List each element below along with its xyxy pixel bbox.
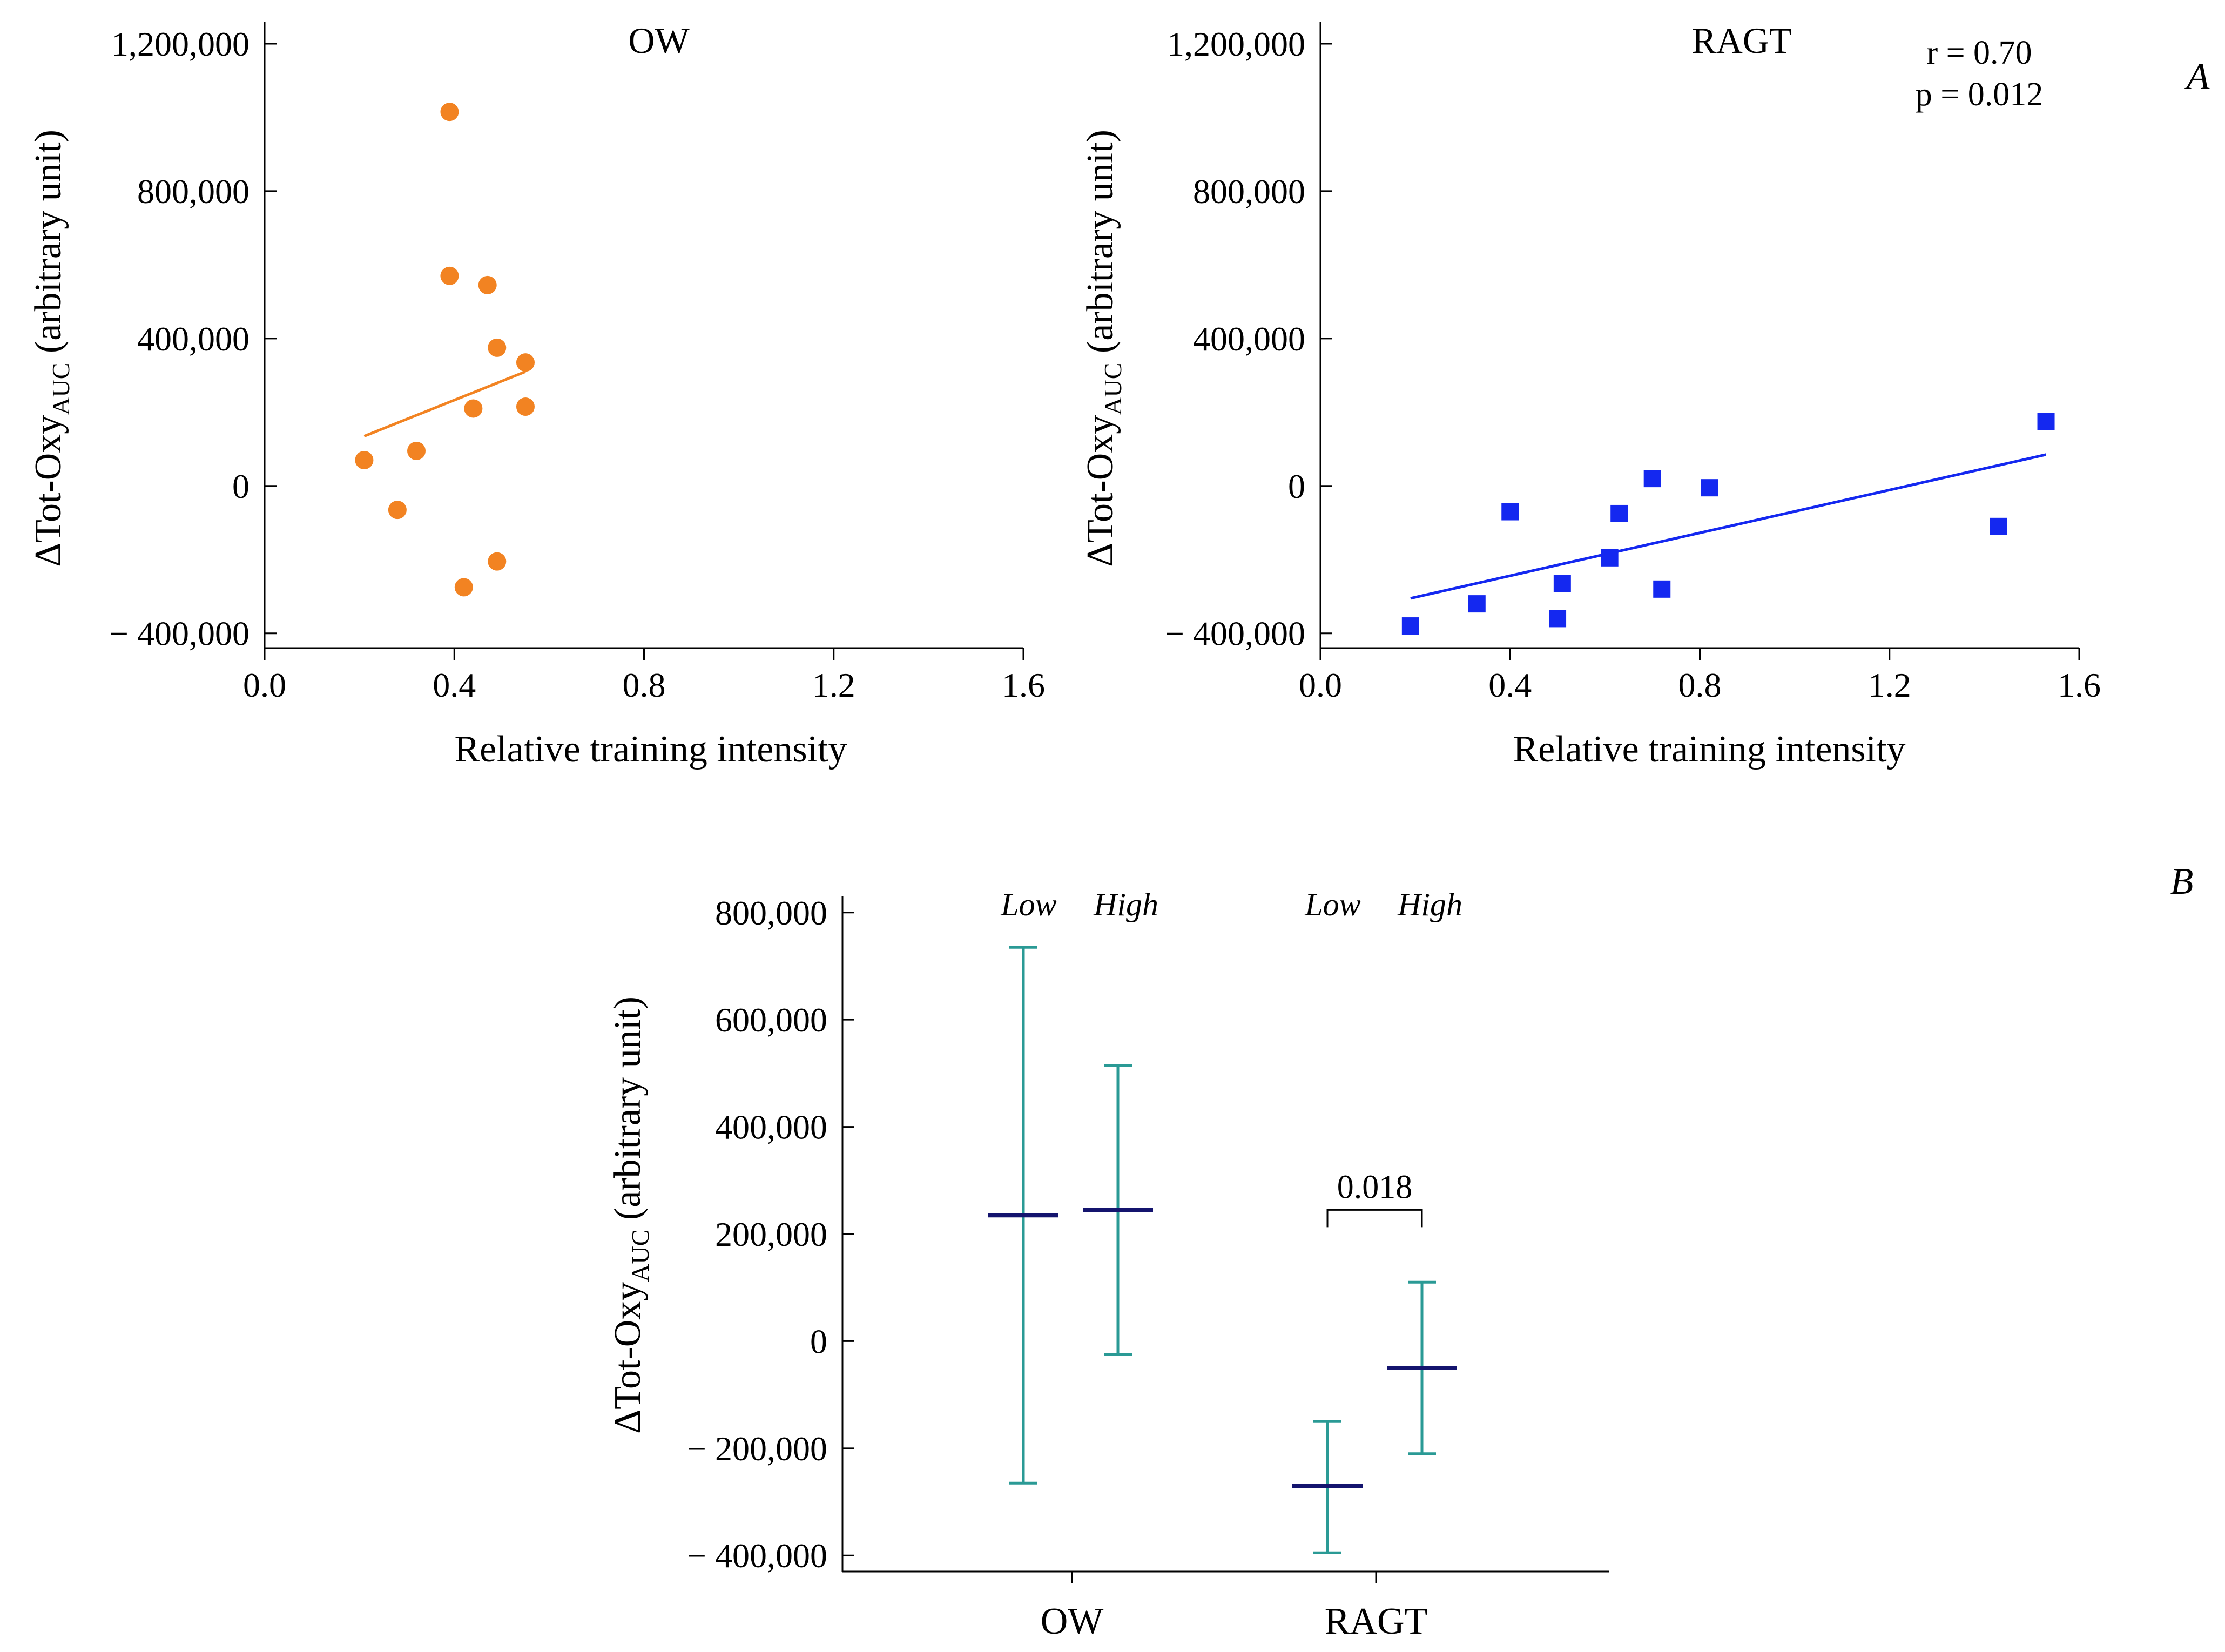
ragt-data-point [1610, 504, 1628, 522]
ragt-x-tick-labels: 0.0 0.4 0.8 1.2 1.6 [1299, 666, 2101, 704]
ow-x-tick-label: 1.2 [812, 666, 855, 704]
ow-x-tick-label: 0.0 [243, 666, 286, 704]
ow-scatter-panel: OW − 400,000 0 400,000 800,000 1,200,000 0.0… [28, 20, 1045, 770]
ow-fit-line [363, 370, 526, 437]
ragt-axes [1319, 22, 2080, 660]
ragt-y-tick-label: 400,000 [1193, 320, 1305, 358]
ragt-scatter-panel: RAGT r = 0.70 p = 0.012 − 400,000 0 400,00… [1080, 20, 2101, 770]
ow-data-point [516, 397, 535, 416]
b-y-tick-label: − 400,000 [687, 1536, 827, 1575]
errorbar-panel: − 400,000 − 200,000 0 200,000 400,000 600,000… [607, 887, 1609, 1642]
ragt-x-tick-label: 0.0 [1299, 666, 1342, 704]
b-level-label: High [1397, 887, 1462, 922]
ow-y-tick-label: 1,200,000 [111, 25, 250, 63]
ow-data-point [488, 552, 507, 571]
ragt-y-tick-labels: − 400,000 0 400,000 800,000 1,200,000 [1165, 25, 1305, 653]
b-significance-bracket: 0.018 [1326, 1169, 1423, 1228]
ragt-x-tick-label: 1.6 [2058, 666, 2101, 704]
ow-regression-line [363, 370, 526, 437]
b-y-tick-label: 400,000 [715, 1108, 827, 1147]
b-level-label: High [1093, 887, 1158, 922]
ow-x-tick-label: 0.8 [623, 666, 666, 704]
ragt-data-point [1643, 470, 1661, 488]
ow-y-tick-label: 800,000 [137, 172, 250, 211]
b-error-bars [988, 946, 1457, 1554]
b-group-labels: OW RAGT [1041, 1601, 1428, 1642]
ragt-x-tick-label: 0.4 [1488, 666, 1532, 704]
b-y-axis-label: ΔTot-OxyAUC (arbitrary unit) [607, 996, 654, 1434]
b-y-tick-label: − 200,000 [687, 1430, 827, 1468]
ragt-y-tick-label: − 400,000 [1165, 615, 1305, 653]
b-y-tick-label: 600,000 [715, 1001, 827, 1039]
ow-data-point [464, 399, 483, 418]
b-bracket-line [1326, 1209, 1423, 1228]
ow-y-tick-label: − 400,000 [109, 615, 250, 653]
ragt-x-axis-label: Relative training intensity [1513, 729, 1905, 770]
ragt-fit-line [1410, 453, 2047, 600]
ragt-y-tick-label: 0 [1288, 467, 1305, 505]
ow-data-point [388, 501, 407, 520]
b-level-label: Low [1304, 887, 1360, 922]
ow-data-point [454, 578, 473, 597]
b-y-tick-label: 800,000 [715, 894, 827, 932]
b-level-label: Low [1000, 887, 1056, 922]
ragt-data-point [1553, 575, 1571, 592]
ragt-data-point [1549, 610, 1567, 628]
ow-data-point [355, 451, 374, 469]
ragt-regression-line [1410, 453, 2047, 600]
ragt-r-annotation: r = 0.70 [1926, 35, 2032, 71]
ow-x-tick-labels: 0.0 0.4 0.8 1.2 1.6 [243, 666, 1045, 704]
ow-data-point [516, 353, 535, 372]
panel-label-b: B [2170, 861, 2194, 902]
b-bracket-p-value: 0.018 [1337, 1169, 1413, 1205]
b-y-tick-label: 200,000 [715, 1215, 827, 1253]
ragt-data-point [1501, 503, 1519, 521]
ragt-x-tick-label: 1.2 [1868, 666, 1911, 704]
ragt-y-tick-label: 800,000 [1193, 172, 1305, 211]
b-axes [841, 896, 1609, 1583]
ragt-x-tick-label: 0.8 [1678, 666, 1722, 704]
ow-data-point [440, 103, 459, 122]
panel-label-a: A [2184, 56, 2210, 98]
ow-data-point [440, 266, 459, 285]
ow-x-tick-label: 0.4 [433, 666, 476, 704]
b-group-label: OW [1041, 1601, 1104, 1642]
b-y-tick-label: 0 [810, 1322, 827, 1360]
ow-data-point [488, 338, 507, 357]
ow-data-point [407, 441, 426, 460]
b-y-tick-labels: − 400,000 − 200,000 0 200,000 400,000 600,000… [687, 894, 827, 1575]
ragt-data-point [1468, 595, 1486, 613]
ow-y-axis-label: ΔTot-OxyAUC (arbitrary unit) [28, 130, 75, 567]
ow-data-point [478, 275, 497, 294]
b-low-high-labels: Low High Low High [1000, 887, 1462, 922]
ragt-data-point [1653, 580, 1671, 598]
ragt-data-point [2037, 413, 2055, 430]
ragt-data-point [1990, 517, 2007, 535]
ow-axes [264, 22, 1024, 660]
ow-points [355, 103, 535, 597]
ragt-data-point [1601, 549, 1619, 567]
ow-y-tick-label: 400,000 [137, 320, 250, 358]
ow-y-tick-label: 0 [232, 467, 250, 505]
ragt-data-point [1701, 479, 1718, 497]
ragt-data-point [1401, 617, 1419, 635]
ragt-y-tick-label: 1,200,000 [1167, 25, 1305, 63]
ow-chart-title: OW [628, 20, 690, 61]
ragt-y-axis-label: ΔTot-OxyAUC (arbitrary unit) [1080, 130, 1127, 567]
ragt-points [1401, 413, 2055, 635]
b-group-label: RAGT [1325, 1601, 1428, 1642]
ragt-chart-title: RAGT [1691, 20, 1791, 61]
ow-y-tick-labels: − 400,000 0 400,000 800,000 1,200,000 [109, 25, 250, 653]
ragt-p-annotation: p = 0.012 [1916, 76, 2043, 113]
ow-x-axis-label: Relative training intensity [454, 729, 847, 770]
ow-x-tick-label: 1.6 [1002, 666, 1045, 704]
